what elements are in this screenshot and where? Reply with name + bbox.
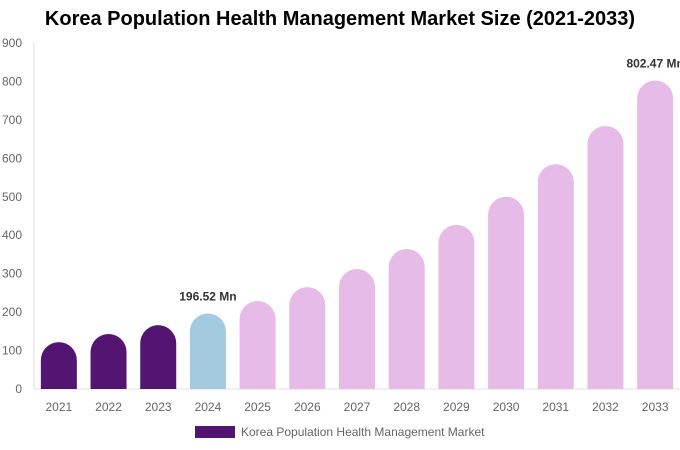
x-tick-label: 2031 (542, 400, 569, 414)
x-tick-label: 2030 (493, 400, 520, 414)
x-tick-label: 2025 (244, 400, 271, 414)
x-tick-label: 2022 (95, 400, 122, 414)
x-tick-label: 2029 (443, 400, 470, 414)
x-tick-label: 2032 (592, 400, 619, 414)
y-tick-label: 400 (2, 228, 22, 242)
bar-2030 (488, 196, 525, 389)
y-tick-label: 700 (2, 113, 22, 127)
bar-2022 (90, 334, 127, 389)
bar-2026 (289, 287, 326, 389)
y-tick-label: 500 (2, 190, 22, 204)
y-tick-label: 800 (2, 74, 22, 88)
y-tick-label: 0 (15, 382, 22, 396)
x-tick-label: 2026 (294, 400, 321, 414)
bar-2029 (438, 224, 475, 389)
data-label: 196.52 Mn (179, 289, 236, 303)
y-tick-label: 300 (2, 267, 22, 281)
data-label: 802.47 Mn (626, 56, 680, 70)
y-tick-label: 200 (2, 305, 22, 319)
x-tick-label: 2028 (393, 400, 420, 414)
bar-2023 (140, 325, 177, 389)
bar-2025 (239, 300, 276, 389)
x-tick-label: 2024 (195, 400, 222, 414)
legend-label: Korea Population Health Management Marke… (241, 425, 485, 439)
y-tick-label: 600 (2, 151, 22, 165)
bar-2028 (388, 249, 425, 389)
x-tick-label: 2027 (344, 400, 371, 414)
legend-swatch (195, 426, 235, 438)
bar-2021 (40, 342, 77, 389)
bar-2033 (637, 80, 674, 389)
legend[interactable]: Korea Population Health Management Marke… (195, 425, 484, 439)
bar-2031 (537, 164, 574, 389)
bar-2032 (587, 126, 624, 390)
y-tick-label: 900 (2, 36, 22, 50)
bar-2024 (189, 313, 226, 389)
chart-title: Korea Population Health Management Marke… (44, 8, 636, 30)
y-tick-label: 100 (2, 344, 22, 358)
bar-2027 (339, 269, 375, 389)
x-tick-label: 2023 (145, 400, 172, 414)
x-tick-label: 2033 (642, 400, 669, 414)
x-tick-label: 2021 (45, 400, 72, 414)
